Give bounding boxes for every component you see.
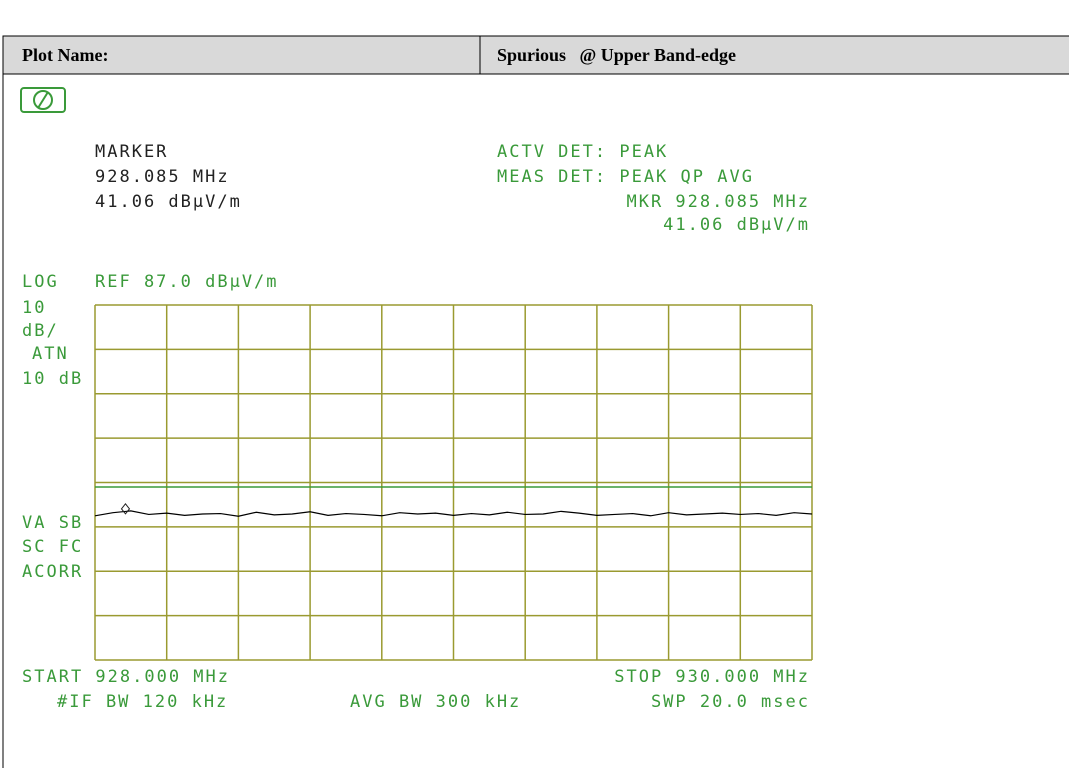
marker-level: 41.06 dBµV/m: [95, 192, 242, 212]
atn: ATN: [32, 344, 69, 364]
scale-unit: dB/: [22, 321, 59, 341]
avg-bw: AVG BW 300 kHz: [350, 692, 521, 712]
acorr: ACORR: [22, 562, 83, 582]
actv-det: ACTV DET: PEAK: [497, 142, 668, 162]
stop: STOP 930.000 MHz: [614, 667, 810, 687]
swp: SWP 20.0 msec: [651, 692, 810, 712]
body-cell: [2, 73, 1069, 768]
va-sb: VA SB: [22, 513, 83, 533]
trace: [94, 510, 813, 517]
marker-title: MARKER: [95, 142, 168, 162]
marker-diamond: [120, 503, 131, 515]
if-bw: #IF BW 120 kHz: [57, 692, 228, 712]
start: START 928.000 MHz: [22, 667, 230, 687]
atn-value: 10 dB: [22, 369, 83, 389]
hp-logo: [20, 87, 66, 113]
marker-freq: 928.085 MHz: [95, 167, 230, 187]
header-value: Spurious @ Upper Band-edge: [497, 45, 736, 65]
header-label: Plot Name:: [22, 45, 108, 65]
sc-fc: SC FC: [22, 537, 83, 557]
mkr-freq: MKR 928.085 MHz: [626, 192, 810, 212]
mkr-level: 41.06 dBµV/m: [663, 215, 810, 235]
header-row: [2, 35, 1069, 75]
meas-det: MEAS DET: PEAK QP AVG: [497, 167, 754, 187]
log: LOG: [22, 272, 59, 292]
ref: REF 87.0 dBµV/m: [95, 272, 279, 292]
scale-num: 10: [22, 298, 46, 318]
